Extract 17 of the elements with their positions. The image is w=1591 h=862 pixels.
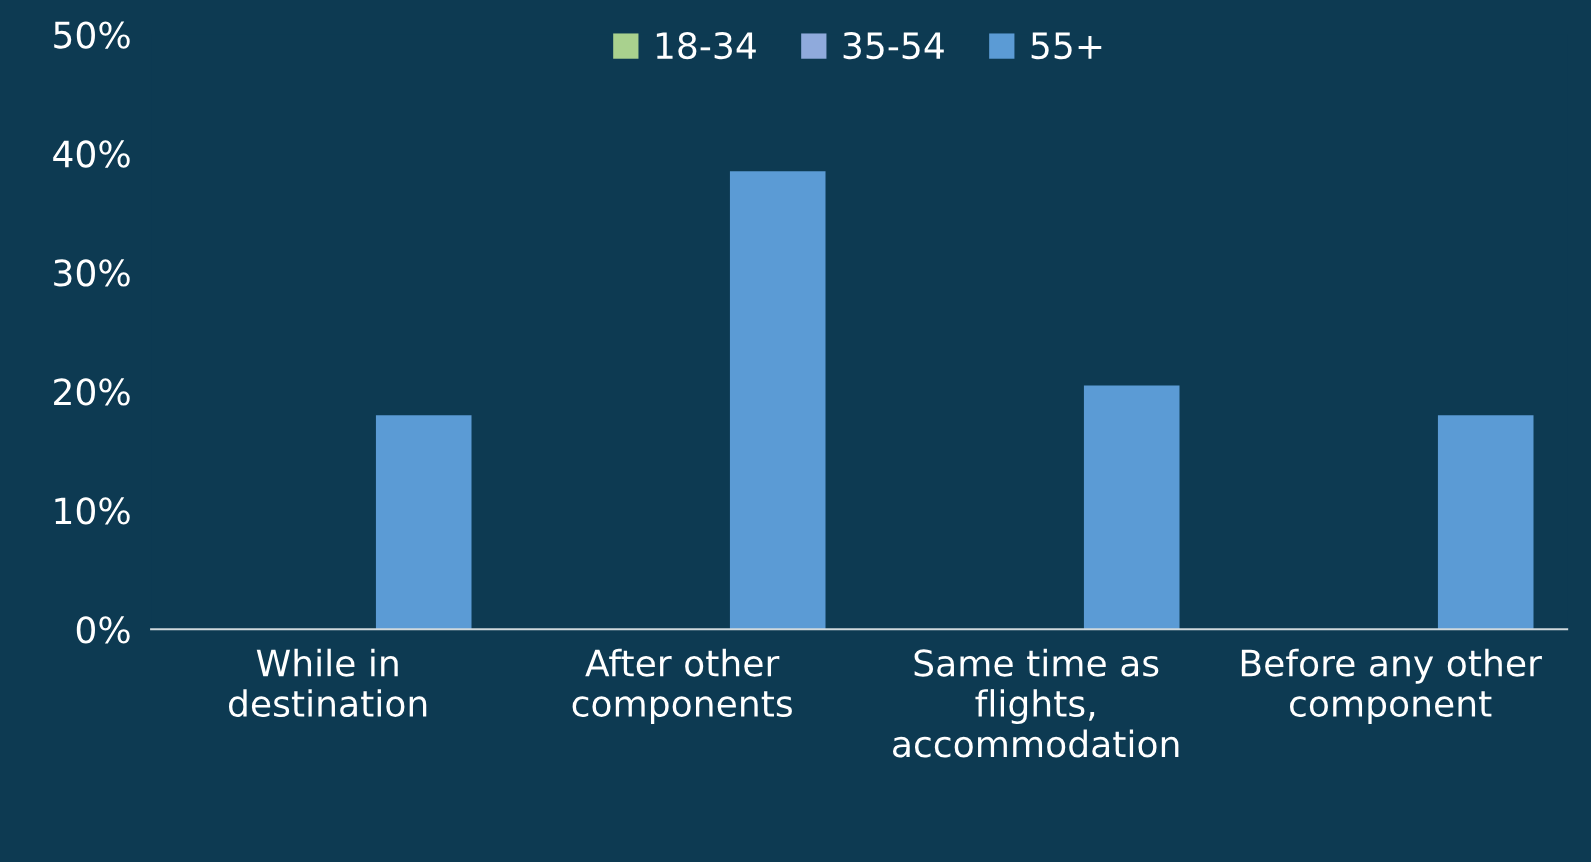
- y-tick-label: 0%: [76, 616, 130, 644]
- y-tick-label: 50%: [54, 21, 130, 49]
- legend-label: 55+: [1031, 32, 1102, 60]
- bar: [729, 171, 826, 630]
- y-tick-label: 20%: [54, 378, 130, 406]
- y-tick-label: 40%: [53, 140, 130, 168]
- y-tick-label: 10%: [55, 497, 130, 525]
- y-tick-label: 30%: [54, 259, 130, 287]
- bar: [1437, 415, 1534, 630]
- bar: [375, 415, 472, 630]
- x-tick-label: While in destination: [228, 648, 427, 718]
- bar: [1083, 385, 1180, 630]
- legend-label: 35-54: [843, 31, 944, 60]
- legend-label: 18-34: [656, 31, 756, 60]
- x-tick-label: Before any other component: [1241, 648, 1542, 725]
- x-tick-label: Same time as flights, accommodation: [893, 648, 1179, 758]
- x-tick-label: After other components: [572, 648, 792, 725]
